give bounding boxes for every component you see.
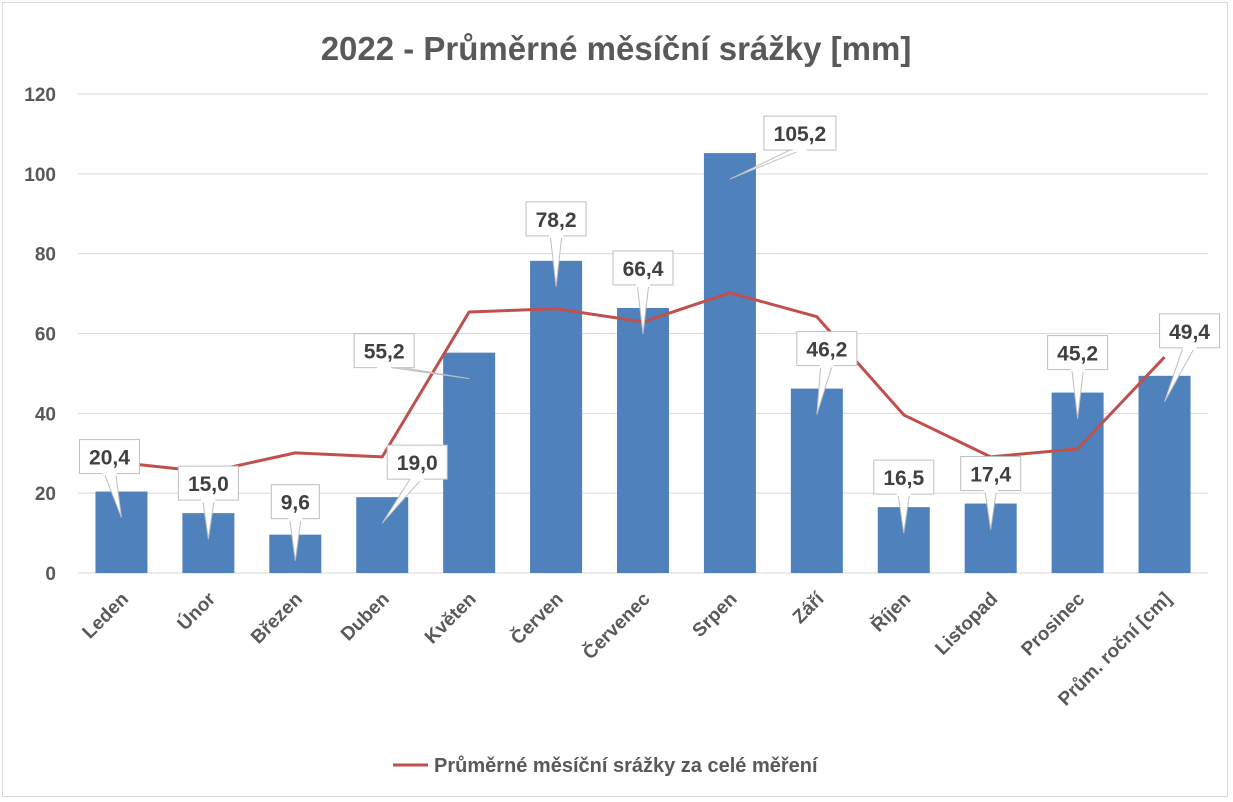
data-label-text: 19,0 — [397, 452, 438, 475]
bar — [356, 497, 409, 573]
callout-join — [102, 470, 117, 476]
callout-box — [796, 331, 858, 367]
y-tick-label: 100 — [24, 165, 56, 186]
callout-join — [377, 364, 392, 370]
callout-join — [288, 515, 303, 521]
callout-join — [636, 281, 650, 287]
data-label: 55,2 — [353, 333, 470, 380]
data-label-text: 20,4 — [89, 447, 130, 470]
data-label-text: 105,2 — [774, 123, 827, 146]
x-tick-label: Březen — [247, 589, 307, 649]
x-tick-label: Červen — [507, 588, 568, 649]
data-label: 49,4 — [1159, 313, 1221, 403]
callout-box — [1047, 335, 1109, 371]
x-tick-label: Září — [789, 588, 829, 628]
y-tick-label: 0 — [45, 564, 56, 585]
callout-box — [78, 439, 140, 475]
data-label: 15,0 — [177, 465, 239, 540]
callout-box — [960, 456, 1022, 492]
x-tick-label: Květen — [421, 589, 481, 649]
callout-box — [270, 484, 320, 520]
legend-label: Průměrné měsíční srážky za celé měření — [434, 755, 819, 777]
callout-join — [819, 362, 834, 368]
y-tick-label: 20 — [35, 484, 56, 505]
data-label: 16,5 — [873, 459, 935, 534]
bar — [1051, 392, 1104, 573]
callout-box — [525, 201, 587, 237]
legend: Průměrné měsíční srážky za celé měření — [393, 755, 819, 777]
y-tick-label: 40 — [35, 404, 56, 425]
x-tick-label: Duben — [337, 589, 394, 646]
data-label-text: 78,2 — [536, 209, 577, 232]
x-tick-label: Červenec — [578, 588, 654, 664]
data-label: 19,0 — [381, 444, 448, 524]
data-label: 20,4 — [78, 439, 140, 518]
data-label: 17,4 — [960, 456, 1022, 530]
callout-join — [1070, 366, 1085, 372]
data-label-text: 17,4 — [970, 464, 1011, 487]
data-label-text: 55,2 — [364, 341, 405, 364]
x-tick-label: Říjen — [867, 588, 915, 636]
x-tick-label: Listopad — [931, 589, 1002, 660]
data-label-text: 66,4 — [623, 258, 664, 281]
y-tick-label: 120 — [24, 85, 56, 106]
callout-join — [792, 147, 807, 153]
callout-join — [410, 476, 425, 482]
chart-title: 2022 - Průměrné měsíční srážky [mm] — [321, 30, 912, 67]
callout-join — [983, 487, 998, 493]
callout-join — [201, 497, 216, 503]
bar — [703, 153, 756, 573]
bar — [790, 388, 843, 573]
x-tick-label: Prosinec — [1018, 588, 1090, 660]
x-tick-label: Srpen — [689, 589, 742, 642]
callout-join — [549, 232, 564, 238]
callout-box — [353, 333, 415, 369]
data-label: 66,4 — [612, 250, 674, 335]
data-label-text: 16,5 — [883, 467, 924, 490]
data-label-text: 45,2 — [1057, 343, 1098, 366]
data-label-text: 49,4 — [1169, 321, 1210, 344]
y-tick-label: 60 — [35, 325, 56, 346]
callout-box — [612, 250, 674, 286]
bar — [1138, 375, 1191, 573]
callout-join — [1182, 344, 1197, 350]
data-label-text: 15,0 — [188, 473, 229, 496]
callout-join — [896, 491, 911, 497]
data-label: 105,2 — [729, 115, 837, 180]
data-label: 9,6 — [270, 484, 320, 561]
data-label-text: 9,6 — [281, 492, 310, 515]
x-tick-label: Leden — [79, 589, 133, 643]
data-label-text: 46,2 — [806, 339, 847, 362]
data-label: 78,2 — [525, 201, 587, 287]
data-label: 45,2 — [1047, 335, 1109, 419]
callout-box — [177, 465, 239, 501]
data-label: 46,2 — [796, 331, 858, 415]
y-tick-label: 80 — [35, 245, 56, 266]
bar — [617, 307, 669, 573]
x-tick-label: Únor — [173, 588, 220, 635]
callout-box — [873, 459, 935, 495]
callout-box — [386, 444, 448, 480]
callout-box — [763, 115, 837, 151]
bar — [443, 352, 496, 573]
bar — [95, 491, 148, 573]
